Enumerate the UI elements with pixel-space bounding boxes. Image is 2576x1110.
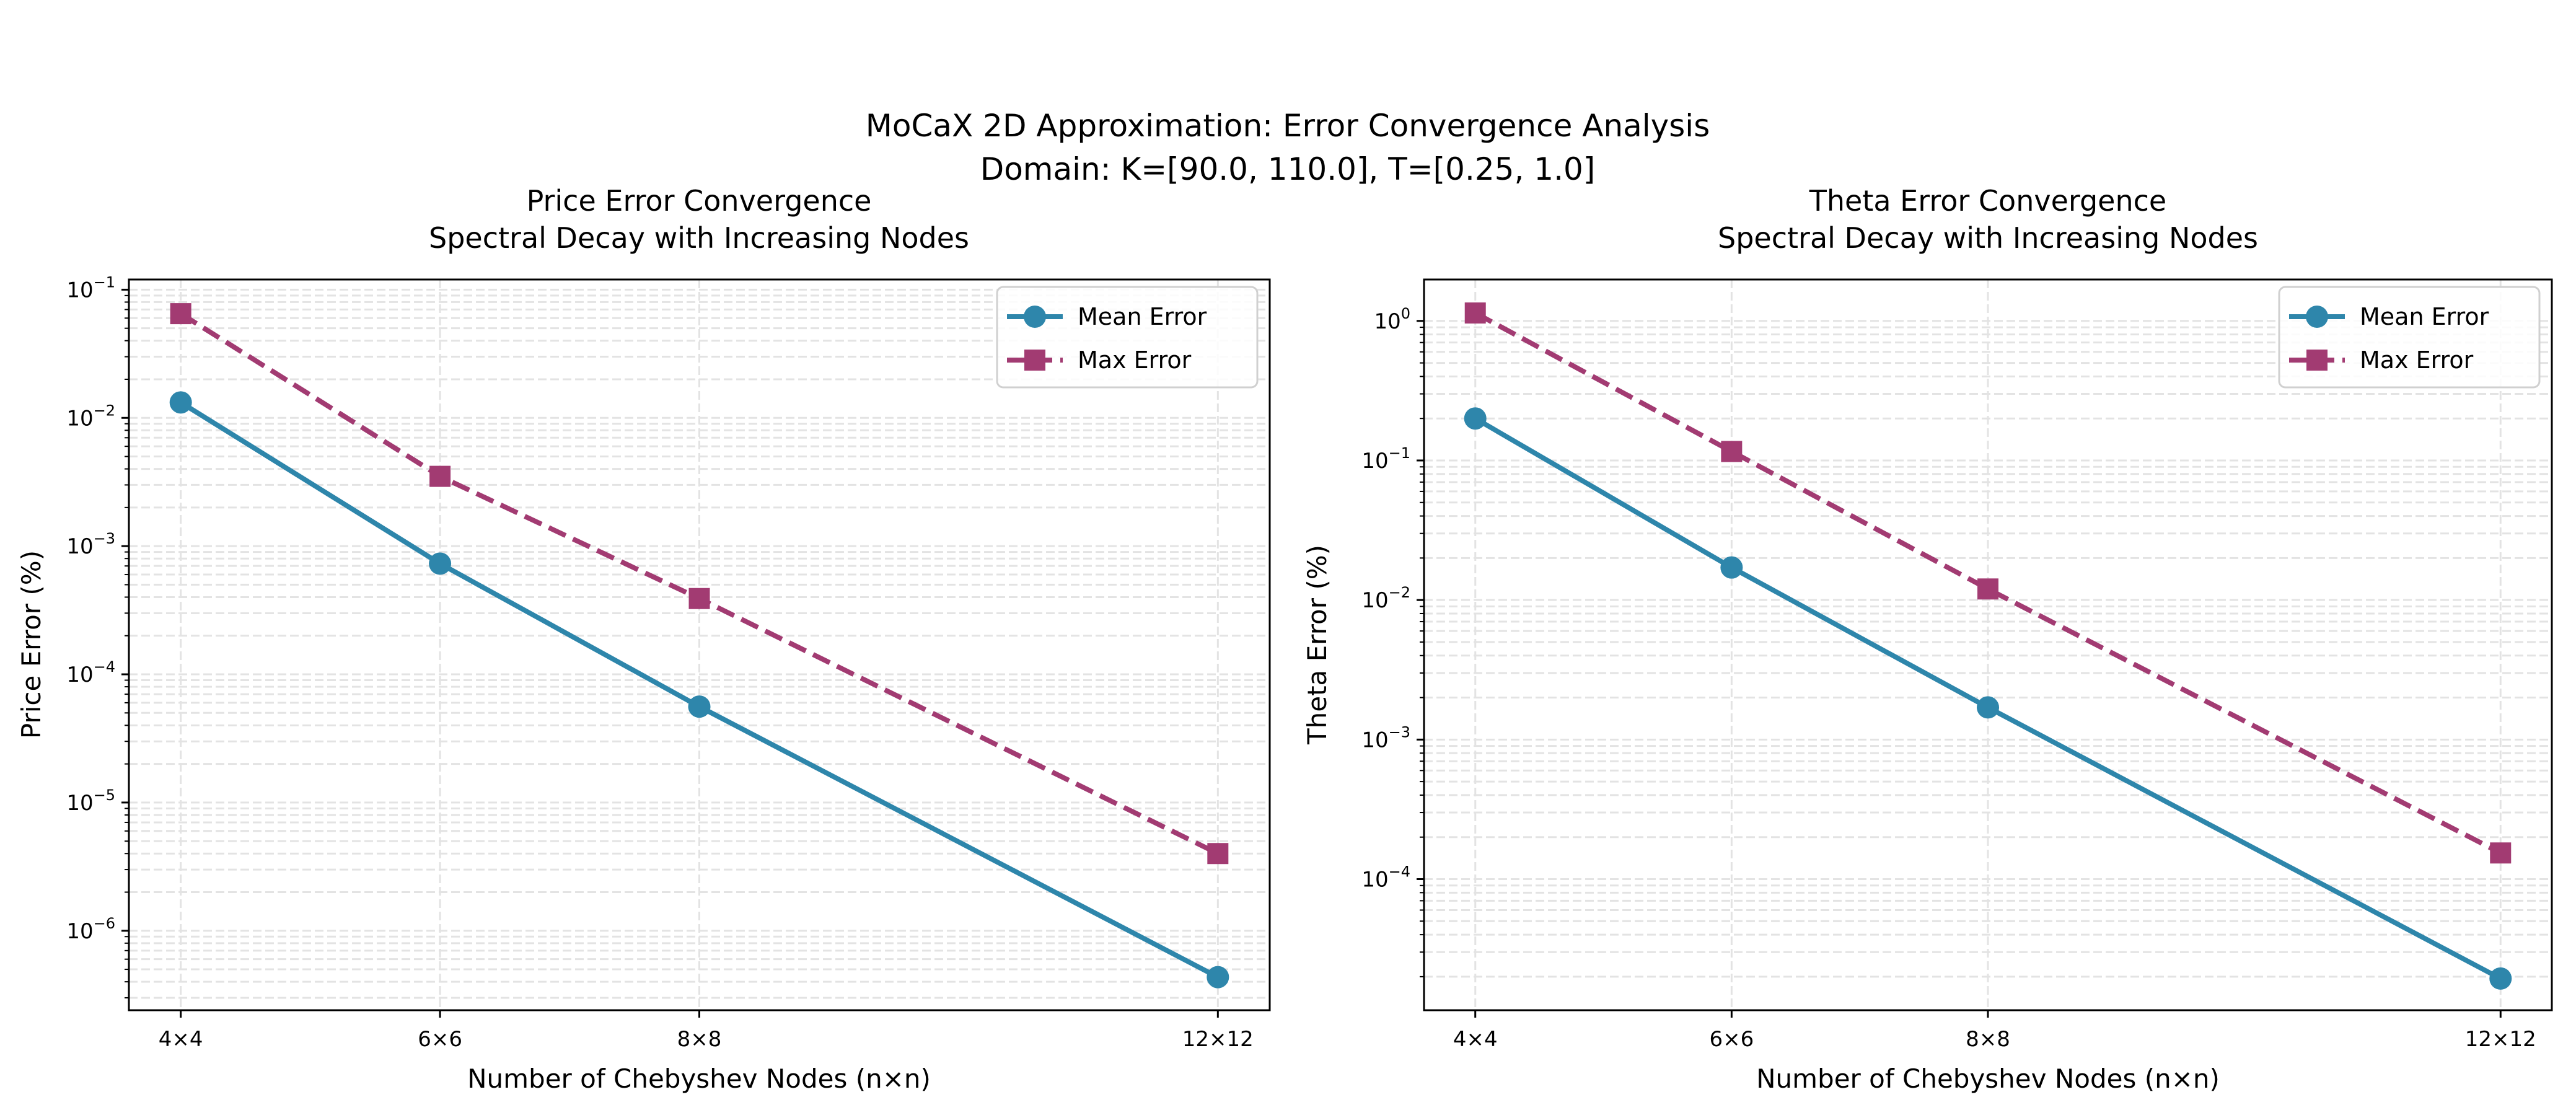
price-xtick-label: 12×12 bbox=[1182, 1027, 1254, 1052]
price-max-error-point bbox=[1207, 843, 1229, 865]
price-xtick-label: 6×6 bbox=[418, 1027, 462, 1052]
theta-mean-error-point bbox=[1720, 556, 1743, 579]
theta-xtick-label: 6×6 bbox=[1709, 1027, 1754, 1052]
theta-ytick-label: 10−1 bbox=[1361, 444, 1410, 474]
theta-plot-xlabel: Number of Chebyshev Nodes (n×n) bbox=[1756, 1064, 2220, 1094]
theta-axes-frame bbox=[1423, 278, 2553, 1011]
figure-title-line1: MoCaX 2D Approximation: Error Convergenc… bbox=[866, 108, 1710, 144]
price-xtick-label: 8×8 bbox=[677, 1027, 722, 1052]
price-legend-label: Mean Error bbox=[1078, 303, 1207, 330]
price-plot-ylabel: Price Error (%) bbox=[16, 550, 46, 739]
theta-max-error-line bbox=[1474, 311, 2502, 855]
price-ytick-label: 10−3 bbox=[66, 530, 115, 559]
theta-plot-title-line1: Theta Error Convergence bbox=[1809, 184, 2166, 218]
theta-max-error-point bbox=[1721, 441, 1743, 462]
price-error-plot: Price Error Convergence Spectral Decay w… bbox=[16, 184, 1271, 1094]
theta-mean-error-point bbox=[1464, 407, 1487, 430]
square-marker-icon bbox=[2306, 350, 2328, 371]
price-max-error-line bbox=[179, 311, 1220, 856]
theta-grid bbox=[1424, 280, 2552, 1010]
price-max-error-point bbox=[688, 588, 710, 609]
square-marker-icon bbox=[1024, 350, 1045, 371]
theta-plot-title-line2: Spectral Decay with Increasing Nodes bbox=[1718, 221, 2258, 255]
theta-max-error-point bbox=[1464, 302, 1486, 324]
theta-legend-label: Max Error bbox=[2360, 346, 2474, 374]
theta-max-error-point bbox=[2490, 842, 2512, 864]
theta-mean-error-point bbox=[2489, 967, 2512, 990]
theta-ytick-label: 10−2 bbox=[1361, 584, 1410, 613]
theta-ytick-label: 10−4 bbox=[1361, 863, 1410, 892]
price-axes-frame bbox=[128, 278, 1271, 1011]
price-mean-error-point bbox=[429, 552, 452, 575]
price-ytick-label: 10−5 bbox=[66, 786, 115, 816]
price-ytick-label: 10−2 bbox=[66, 402, 115, 431]
theta-legend-label: Mean Error bbox=[2360, 303, 2489, 330]
price-legend-label: Max Error bbox=[1078, 346, 1192, 374]
figure-title-line2: Domain: K=[90.0, 110.0], T=[0.25, 1.0] bbox=[980, 151, 1596, 187]
theta-xtick-label: 8×8 bbox=[1966, 1027, 2010, 1052]
price-max-error-point bbox=[170, 303, 191, 325]
price-mean-error-point bbox=[1207, 966, 1229, 989]
price-plot-title-line1: Price Error Convergence bbox=[527, 184, 872, 218]
theta-ytick-label: 10−3 bbox=[1361, 723, 1410, 752]
theta-ytick-label: 100 bbox=[1374, 305, 1410, 334]
price-mean-error-point bbox=[169, 391, 192, 414]
price-legend: Mean Error Max Error bbox=[996, 286, 1259, 389]
theta-mean-error-line bbox=[1474, 416, 2502, 981]
theta-mean-error-point bbox=[1977, 696, 1999, 719]
price-ytick-label: 10−6 bbox=[66, 915, 115, 944]
theta-error-plot: Theta Error Convergence Spectral Decay w… bbox=[1302, 184, 2553, 1094]
price-ytick-label: 10−1 bbox=[66, 273, 115, 302]
price-plot-xlabel: Number of Chebyshev Nodes (n×n) bbox=[467, 1064, 931, 1094]
theta-max-error-point bbox=[1977, 578, 1998, 600]
price-mean-error-point bbox=[688, 695, 711, 718]
price-mean-error-line bbox=[179, 400, 1220, 980]
price-plot-title-line2: Spectral Decay with Increasing Nodes bbox=[429, 221, 969, 255]
price-xtick-label: 4×4 bbox=[159, 1027, 203, 1052]
circle-marker-icon bbox=[2306, 306, 2328, 328]
price-ytick-label: 10−4 bbox=[66, 658, 115, 687]
theta-xtick-label: 12×12 bbox=[2465, 1027, 2536, 1052]
theta-xtick-label: 4×4 bbox=[1453, 1027, 1498, 1052]
price-max-error-point bbox=[429, 465, 451, 487]
theta-plot-ylabel: Theta Error (%) bbox=[1302, 545, 1332, 745]
circle-marker-icon bbox=[1024, 306, 1046, 328]
theta-legend: Mean Error Max Error bbox=[2278, 286, 2541, 389]
